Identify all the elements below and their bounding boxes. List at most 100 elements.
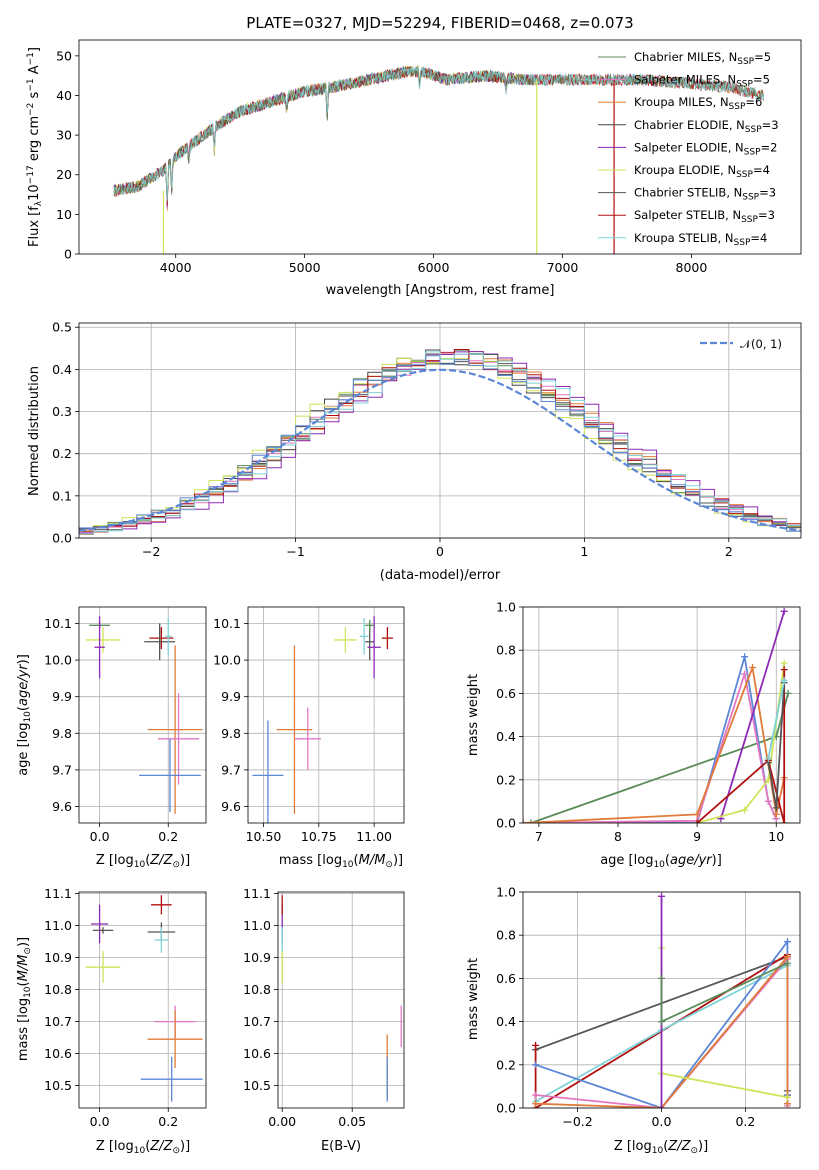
weight-line — [720, 611, 786, 819]
label-part: age [log — [16, 723, 31, 776]
plot-area — [252, 616, 393, 823]
weight-marker — [532, 1091, 540, 1099]
legend-label: Salpeter MILES, NSSP=5 — [634, 73, 770, 90]
y-tick-label: 10.8 — [243, 982, 271, 997]
label-part: ⊙ — [385, 860, 393, 870]
label-part: SSP — [736, 80, 753, 90]
y-tick-label: 9.9 — [52, 689, 72, 704]
x-tick-label: 0.0 — [90, 829, 110, 844]
label-part: mass [log — [279, 853, 342, 868]
label-part: ⊙ — [690, 1146, 698, 1156]
label-part: M/M — [16, 955, 31, 982]
x-tick-label: 8000 — [676, 260, 708, 275]
weight-marker — [764, 797, 772, 805]
x-axis-label: Z [log10(Z/Z⊙)] — [614, 1139, 708, 1156]
y-tick-label: 10.0 — [44, 653, 72, 668]
x-tick-label: −0.2 — [562, 1114, 592, 1129]
axes-frame — [78, 891, 207, 1109]
y-tick-label: 10.0 — [213, 653, 241, 668]
label-part: Salpeter STELIB, N — [634, 208, 741, 222]
x-tick-label: 0.0 — [652, 1114, 672, 1129]
x-tick-label: −2 — [142, 544, 160, 559]
x-tick-label: 0.2 — [158, 829, 178, 844]
label-part: erg cm — [27, 116, 42, 165]
legend-label: Chabrier ELODIE, NSSP=3 — [634, 118, 779, 135]
x-tick-label: 0.00 — [268, 1114, 296, 1129]
y-tick-label: 40 — [56, 88, 72, 103]
y-tick-label: 10.6 — [44, 1046, 72, 1061]
y-tick-label: 10.9 — [243, 950, 271, 965]
label-part: Z/Z — [667, 1139, 691, 1154]
label-part: 10 — [653, 860, 665, 870]
plot-area — [85, 616, 203, 814]
label-part: =3 — [758, 208, 775, 222]
label-part: age [log — [600, 853, 653, 868]
label-part: 10 — [23, 986, 33, 998]
weight-marker — [741, 806, 749, 814]
label-part: SSP — [734, 238, 751, 248]
y-tick-label: 0.4 — [496, 729, 516, 744]
label-part: 10 — [134, 860, 146, 870]
label-part: ( — [16, 981, 31, 986]
x-tick-label: 10.75 — [301, 829, 337, 844]
y-tick-label: 0.6 — [496, 971, 516, 986]
x-tick-label: 6000 — [418, 260, 450, 275]
y-tick-label: 0.0 — [496, 1101, 516, 1116]
x-axis-label: wavelength [Angstrom, rest frame] — [326, 283, 555, 298]
figure-title: PLATE=0327, MJD=52294, FIBERID=0468, z=0… — [246, 14, 633, 32]
y-tick-label: 1.0 — [496, 600, 516, 615]
weight-marker — [658, 1018, 665, 1026]
label-part: ( — [145, 853, 150, 868]
label-part: =4 — [753, 163, 770, 177]
y-tick-label: 0.4 — [52, 362, 72, 377]
weight-marker — [658, 1104, 665, 1108]
label-part: age/yr — [670, 853, 713, 868]
x-tick-label: −1 — [286, 544, 304, 559]
axes-frame — [247, 606, 405, 824]
label-part: SSP — [729, 102, 746, 112]
histogram-step — [79, 355, 801, 532]
label-part: age/yr — [16, 663, 31, 706]
weight-marker — [658, 974, 665, 982]
spectrum-line — [113, 65, 757, 206]
x-tick-label: 7000 — [547, 260, 579, 275]
y-tick-label: 0.2 — [496, 772, 516, 787]
label-part: −1 — [26, 78, 36, 91]
spectrum-line — [113, 65, 537, 207]
y-tick-label: 9.7 — [52, 762, 72, 777]
y-tick-label: 9.9 — [221, 689, 241, 704]
x-tick-label: 2 — [725, 544, 733, 559]
y-axis-label: mass weight — [466, 674, 481, 756]
label-part: )] — [180, 1139, 190, 1154]
label-part: λ — [34, 200, 44, 206]
label-part: =4 — [750, 231, 767, 245]
label-part: SSP — [741, 215, 758, 225]
label-part: 10 — [27, 184, 42, 201]
x-axis-label: mass [log10(M/M⊙)] — [279, 853, 403, 870]
label-part: =5 — [754, 50, 771, 64]
label-part: =3 — [762, 118, 779, 132]
y-axis-label: age [log10(age/yr)] — [16, 654, 33, 776]
x-tick-label: 9 — [693, 829, 701, 844]
weight-line — [660, 962, 788, 1024]
weight-marker — [772, 804, 780, 812]
normal-curve — [79, 368, 801, 532]
plot-area — [523, 607, 792, 823]
weight-marker — [780, 607, 788, 615]
y-tick-label: 30 — [56, 128, 72, 143]
label-part: )] — [698, 1139, 708, 1154]
weight-line — [767, 680, 786, 759]
weight-line — [523, 656, 778, 823]
y-tick-label: 10.1 — [213, 616, 241, 631]
label-part: ( — [663, 1139, 668, 1154]
label-part: Kroupa MILES, N — [634, 95, 729, 109]
y-tick-label: 9.7 — [221, 762, 241, 777]
label-part: mass [log — [16, 998, 31, 1061]
axes-frame — [78, 606, 207, 824]
axes-frame — [277, 891, 405, 1109]
label-part: =2 — [761, 140, 778, 154]
label-part: Z [log — [96, 1139, 134, 1154]
y-axis-label: mass [log10(M/M⊙)] — [16, 937, 33, 1061]
weight-marker — [658, 892, 665, 900]
